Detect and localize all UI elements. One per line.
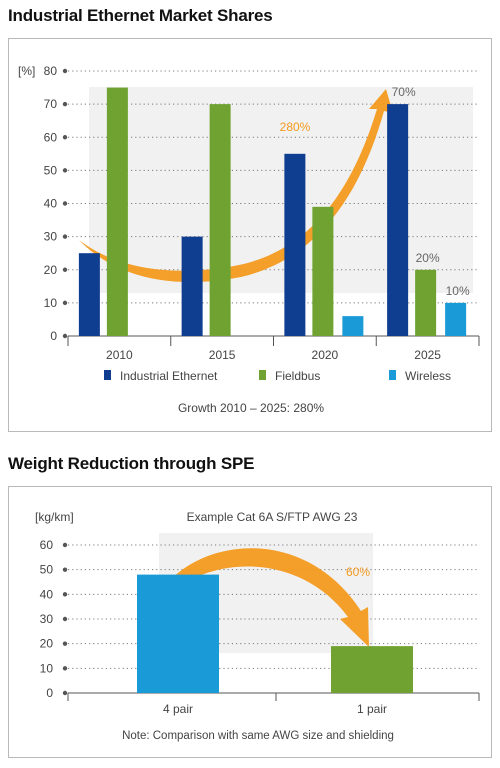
x-tick-label: 2010 [106, 348, 133, 362]
y-tick-label: 40 [40, 587, 54, 601]
bar-fieldbus-2020 [312, 206, 334, 336]
chart-footnote: Note: Comparison with same AWG size and … [122, 730, 394, 742]
y-tick-label: 50 [44, 163, 58, 177]
y-tick-dot [62, 690, 68, 696]
market-shares-chart-panel: 0 10 20 30 40 50 60 70 80 [%] 2010 2015 2020 2025 70% 2… [8, 38, 492, 432]
chart-subtitle: Example Cat 6A S/FTP AWG 23 [187, 510, 358, 524]
bar-industrial-ethernet-2010 [78, 253, 100, 336]
bar-1-pair [331, 646, 413, 693]
market-shares-chart: 0 10 20 30 40 50 60 70 80 [%] 2010 2015 2020 2025 70% 2… [18, 64, 480, 415]
y-tick-label: 60 [40, 538, 54, 552]
legend-swatch [259, 370, 266, 380]
y-tick-dot [62, 68, 68, 74]
data-label: 70% [392, 85, 416, 99]
y-tick-dot [62, 333, 68, 339]
y-axis-unit: [%] [18, 64, 35, 78]
y-tick-dot [62, 300, 68, 306]
y-axis-unit: [kg/km] [35, 510, 74, 524]
x-tick-label: 2015 [209, 348, 236, 362]
bar-fieldbus-2010 [106, 87, 128, 336]
weight-reduction-chart-panel: [kg/km] Example Cat 6A S/FTP AWG 23 0 10 20 3… [8, 486, 492, 758]
y-tick-dot [62, 101, 68, 107]
bar-industrial-ethernet-2015 [181, 236, 203, 336]
y-tick-dot [62, 641, 68, 646]
legend-label: Fieldbus [275, 369, 320, 383]
y-tick-label: 0 [50, 329, 57, 343]
y-tick-label: 40 [44, 197, 58, 211]
chart-footnote: Growth 2010 – 2025: 280% [178, 401, 324, 415]
y-tick-label: 80 [44, 64, 58, 78]
y-tick-dot [62, 201, 68, 206]
bar-4-pair [137, 574, 219, 693]
y-tick-dot [62, 666, 68, 671]
y-tick-label: 30 [44, 230, 58, 244]
bar-industrial-ethernet-2020 [284, 153, 306, 336]
bar-fieldbus-2025 [415, 269, 437, 336]
chart-title-market-shares: Industrial Ethernet Market Shares [8, 6, 273, 25]
y-tick-label: 30 [40, 612, 54, 626]
x-tick-label: 2020 [312, 348, 339, 362]
y-tick-dot [62, 168, 68, 173]
bar-fieldbus-2015 [209, 104, 231, 336]
y-tick-dot [62, 592, 68, 597]
legend-swatch [104, 370, 111, 380]
y-tick-label: 10 [40, 661, 54, 675]
weight-reduction-chart: [kg/km] Example Cat 6A S/FTP AWG 23 0 10 20 3… [35, 510, 480, 742]
y-tick-dot [62, 135, 68, 140]
chart-title-weight-reduction: Weight Reduction through SPE [8, 454, 255, 473]
bar-industrial-ethernet-2025 [387, 104, 409, 336]
y-tick-label: 0 [46, 686, 53, 700]
y-tick-dot [62, 616, 68, 622]
y-tick-label: 70 [44, 97, 58, 111]
annotation-label: 280% [280, 120, 311, 134]
y-tick-label: 50 [40, 563, 54, 577]
y-tick-label: 10 [44, 296, 58, 310]
y-tick-label: 60 [44, 130, 58, 144]
annotation-label: 60% [346, 565, 370, 579]
legend-label: Industrial Ethernet [120, 369, 218, 383]
data-label: 20% [416, 251, 440, 265]
y-tick-dot [62, 267, 68, 272]
reduction-arrow [169, 548, 369, 647]
data-label: 10% [446, 284, 470, 298]
legend-swatch [389, 370, 396, 380]
y-tick-dot [62, 542, 68, 548]
bar-wireless-2020 [342, 316, 364, 336]
legend-label: Wireless [405, 369, 451, 383]
y-tick-dot [62, 567, 68, 572]
y-tick-dot [62, 234, 68, 239]
y-tick-label: 20 [40, 637, 54, 651]
x-tick-label: 1 pair [357, 702, 387, 716]
x-tick-label: 2025 [414, 348, 441, 362]
x-tick-label: 4 pair [163, 702, 193, 716]
y-tick-label: 20 [44, 263, 58, 277]
bar-wireless-2025 [445, 302, 467, 336]
